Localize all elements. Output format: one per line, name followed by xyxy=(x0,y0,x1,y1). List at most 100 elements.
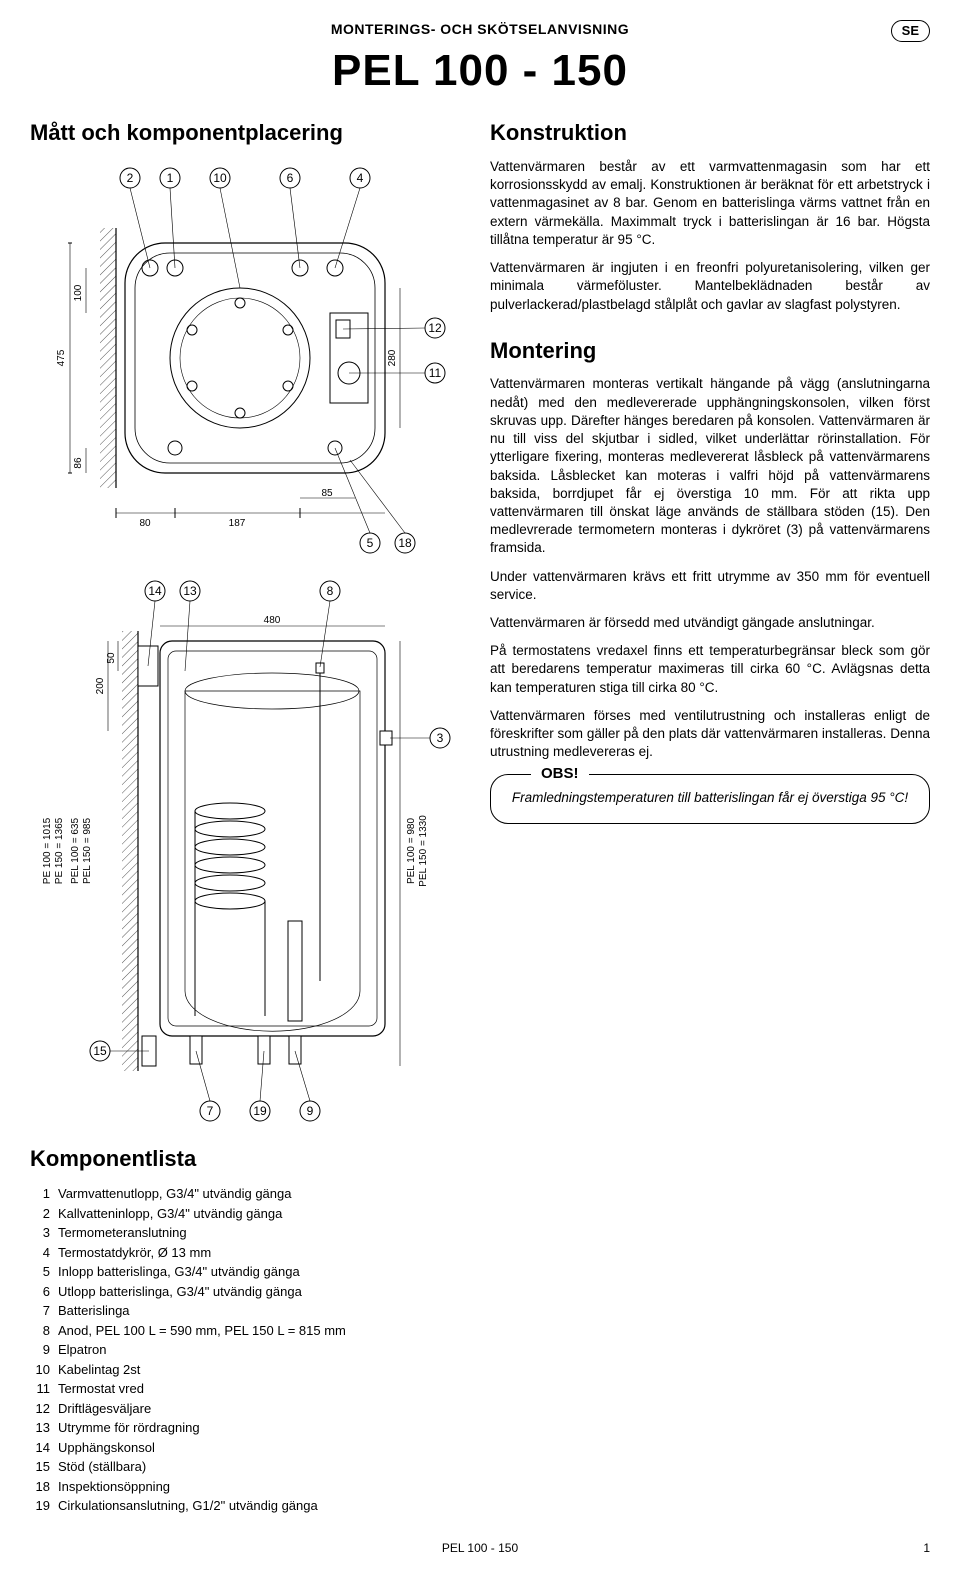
component-number: 7 xyxy=(30,1301,58,1321)
component-row: 7 Batterislinga xyxy=(30,1301,460,1321)
component-description: Elpatron xyxy=(58,1340,460,1360)
diagram-side-view: 14 13 8 480 3 15 7 19 9 xyxy=(30,571,460,1131)
dim-100: 100 xyxy=(73,284,84,301)
svg-text:11: 11 xyxy=(429,366,442,380)
component-number: 11 xyxy=(30,1379,58,1399)
component-description: Stöd (ställbara) xyxy=(58,1457,460,1477)
component-number: 8 xyxy=(30,1321,58,1341)
component-description: Termostat vred xyxy=(58,1379,460,1399)
component-number: 4 xyxy=(30,1243,58,1263)
dim-280: 280 xyxy=(387,349,398,366)
component-description: Anod, PEL 100 L = 590 mm, PEL 150 L = 81… xyxy=(58,1321,460,1341)
component-row: 1 Varmvattenutlopp, G3/4" utvändig gänga xyxy=(30,1184,460,1204)
dim-85: 85 xyxy=(321,488,333,499)
component-number: 3 xyxy=(30,1223,58,1243)
component-number: 6 xyxy=(30,1282,58,1302)
dim-86: 86 xyxy=(73,457,84,469)
component-row: 2 Kallvatteninlopp, G3/4" utvändig gänga xyxy=(30,1204,460,1224)
component-row: 14 Upphängskonsol xyxy=(30,1438,460,1458)
component-number: 9 xyxy=(30,1340,58,1360)
montering-p4: På termostatens vredaxel finns ett tempe… xyxy=(490,642,930,697)
callout-15: 15 xyxy=(93,1044,107,1058)
component-row: 5 Inlopp batterislinga, G3/4" utvändig g… xyxy=(30,1262,460,1282)
component-list: 1 Varmvattenutlopp, G3/4" utvändig gänga… xyxy=(30,1184,460,1516)
dim-475: 475 xyxy=(56,349,67,366)
svg-text:9: 9 xyxy=(307,1104,314,1118)
diagram-top-view: 2 1 10 6 4 12 11 475 100 86 280 xyxy=(30,158,460,558)
component-description: Utrymme för rördragning xyxy=(58,1418,460,1438)
label-pel-inner: PEL 100 = 635PEL 150 = 985 xyxy=(70,818,93,885)
component-number: 14 xyxy=(30,1438,58,1458)
dim-200: 200 xyxy=(95,677,106,694)
language-badge: SE xyxy=(891,20,930,42)
montering-p2: Under vattenvärmaren krävs ett fritt utr… xyxy=(490,568,930,604)
component-number: 1 xyxy=(30,1184,58,1204)
component-description: Kabelintag 2st xyxy=(58,1360,460,1380)
konstruktion-p2: Vattenvärmaren är ingjuten i en freonfri… xyxy=(490,259,930,314)
super-title: MONTERINGS- OCH SKÖTSELANVISNING xyxy=(30,20,930,39)
component-row: 8 Anod, PEL 100 L = 590 mm, PEL 150 L = … xyxy=(30,1321,460,1341)
svg-text:4: 4 xyxy=(357,171,364,185)
obs-text: Framledningstemperaturen till batterisli… xyxy=(512,790,908,805)
component-number: 12 xyxy=(30,1399,58,1419)
component-description: Inlopp batterislinga, G3/4" utvändig gän… xyxy=(58,1262,460,1282)
component-row: 4 Termostatdykrör, Ø 13 mm xyxy=(30,1243,460,1263)
component-description: Batterislinga xyxy=(58,1301,460,1321)
obs-label: OBS! xyxy=(531,764,589,784)
montering-p3: Vattenvärmaren är försedd med utvändigt … xyxy=(490,614,930,632)
section-title-konstruktion: Konstruktion xyxy=(490,118,930,148)
component-row: 10 Kabelintag 2st xyxy=(30,1360,460,1380)
callout-3: 3 xyxy=(437,731,444,745)
component-row: 19 Cirkulationsanslutning, G1/2" utvändi… xyxy=(30,1496,460,1516)
component-number: 15 xyxy=(30,1457,58,1477)
svg-text:13: 13 xyxy=(183,584,197,598)
section-title-dimensions: Mått och komponentplacering xyxy=(30,118,460,148)
component-row: 15 Stöd (ställbara) xyxy=(30,1457,460,1477)
svg-text:7: 7 xyxy=(207,1104,214,1118)
component-row: 6 Utlopp batterislinga, G3/4" utvändig g… xyxy=(30,1282,460,1302)
component-description: Termostatdykrör, Ø 13 mm xyxy=(58,1243,460,1263)
component-description: Cirkulationsanslutning, G1/2" utvändig g… xyxy=(58,1496,460,1516)
section-title-components: Komponentlista xyxy=(30,1144,460,1174)
component-row: 3 Termometeranslutning xyxy=(30,1223,460,1243)
component-number: 2 xyxy=(30,1204,58,1224)
footer-page-number: 1 xyxy=(923,1540,930,1556)
svg-text:18: 18 xyxy=(398,536,412,550)
svg-text:1: 1 xyxy=(167,171,174,185)
component-row: 12 Driftlägesväljare xyxy=(30,1399,460,1419)
component-description: Kallvatteninlopp, G3/4" utvändig gänga xyxy=(58,1204,460,1224)
svg-text:10: 10 xyxy=(213,171,227,185)
component-description: Inspektionsöppning xyxy=(58,1477,460,1497)
main-title: PEL 100 - 150 xyxy=(30,41,930,100)
dim-480: 480 xyxy=(264,615,281,626)
component-description: Varmvattenutlopp, G3/4" utvändig gänga xyxy=(58,1184,460,1204)
component-description: Termometeranslutning xyxy=(58,1223,460,1243)
component-row: 9 Elpatron xyxy=(30,1340,460,1360)
montering-p5: Vattenvärmaren förses med ventilutrustni… xyxy=(490,707,930,762)
component-row: 18 Inspektionsöppning xyxy=(30,1477,460,1497)
label-pel-right: PEL 100 = 980PEL 150 = 1330 xyxy=(406,815,429,887)
svg-text:5: 5 xyxy=(367,536,374,550)
component-number: 5 xyxy=(30,1262,58,1282)
component-number: 10 xyxy=(30,1360,58,1380)
montering-p1: Vattenvärmaren monteras vertikalt hängan… xyxy=(490,375,930,557)
component-number: 13 xyxy=(30,1418,58,1438)
svg-text:6: 6 xyxy=(287,171,294,185)
svg-text:19: 19 xyxy=(253,1104,267,1118)
obs-note-box: OBS! Framledningstemperaturen till batte… xyxy=(490,774,930,824)
component-number: 19 xyxy=(30,1496,58,1516)
component-description: Upphängskonsol xyxy=(58,1438,460,1458)
component-row: 11 Termostat vred xyxy=(30,1379,460,1399)
svg-text:12: 12 xyxy=(428,321,442,335)
component-number: 18 xyxy=(30,1477,58,1497)
page-header: MONTERINGS- OCH SKÖTSELANVISNING PEL 100… xyxy=(30,20,930,100)
svg-text:2: 2 xyxy=(127,171,134,185)
footer-center: PEL 100 - 150 xyxy=(442,1540,518,1556)
dim-187: 187 xyxy=(229,518,246,529)
dim-80: 80 xyxy=(139,518,151,529)
component-description: Driftlägesväljare xyxy=(58,1399,460,1419)
component-row: 13 Utrymme för rördragning xyxy=(30,1418,460,1438)
konstruktion-p1: Vattenvärmaren består av ett varmvattenm… xyxy=(490,158,930,249)
component-description: Utlopp batterislinga, G3/4" utvändig gän… xyxy=(58,1282,460,1302)
label-pe-outer: PE 100 = 1015PE 150 = 1365 xyxy=(42,818,65,885)
